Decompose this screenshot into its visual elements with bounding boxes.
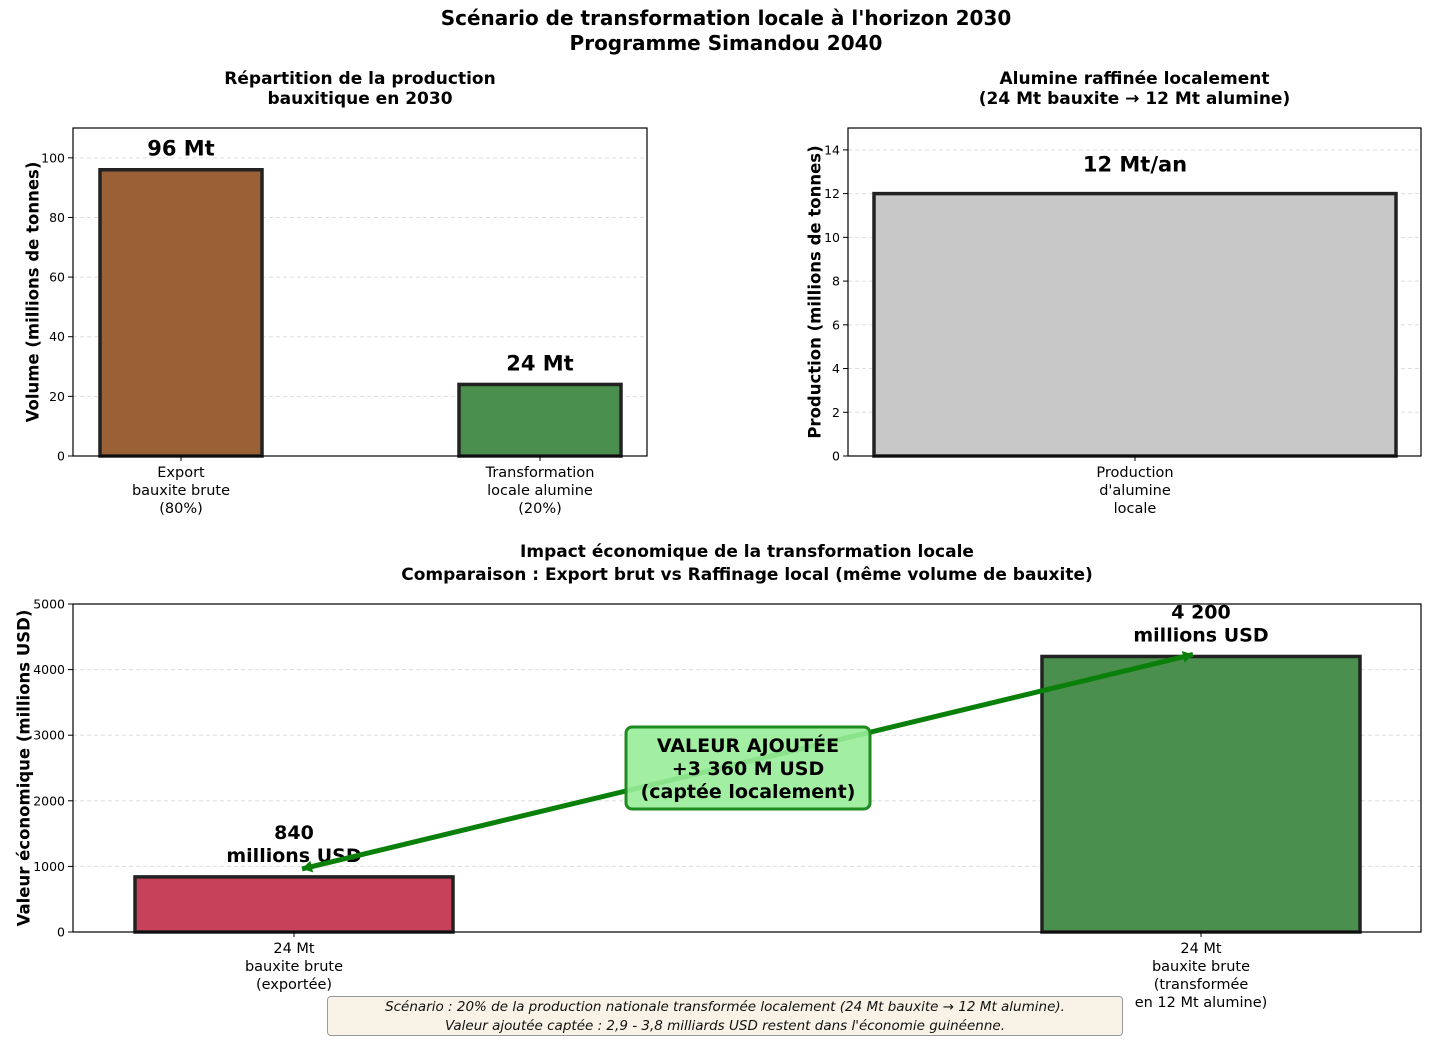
y-tick-label: 0 [832,449,840,464]
y-tick-label: 10 [824,230,840,245]
y-tick-label: 20 [49,389,65,404]
x-tick-label: bauxite brute [245,959,343,975]
arrow-head-icon [1181,650,1193,663]
x-tick-label: bauxite brute [132,483,230,499]
bar [457,382,623,458]
chart-title-line: Impact économique de la transformation l… [520,542,974,562]
figure-title-line2: Programme Simandou 2040 [570,31,883,55]
y-tick-label: 40 [49,329,65,344]
x-tick-label: Export [157,465,205,481]
y-tick-label: 4000 [33,662,65,677]
x-tick-label: en 12 Mt alumine) [1135,995,1268,1011]
y-tick-label: 100 [41,150,65,165]
x-tick-label: locale alumine [487,483,593,499]
y-axis-label: Production (millions de tonnes) [806,145,825,438]
x-tick-label: Transformation [485,465,595,481]
figure-title-line1: Scénario de transformation locale à l'ho… [441,6,1012,30]
x-tick-label: (20%) [518,501,562,517]
chart-title-line: Répartition de la production [224,69,495,89]
y-tick-label: 2000 [33,793,65,808]
footnote-line1: Scénario : 20% de la production national… [385,999,1065,1015]
y-tick-label: 0 [57,925,65,940]
data-label: millions USD [1133,624,1268,646]
x-tick-label: (exportée) [256,977,332,993]
data-label: 840 [274,822,314,844]
chart-title-line: Comparaison : Export brut vs Raffinage l… [401,565,1093,585]
x-tick-label: (transformée [1154,977,1249,993]
y-tick-label: 1000 [33,859,65,874]
data-label: 24 Mt [506,351,573,375]
scenario-footnote: Scénario : 20% de la production national… [327,996,1123,1036]
chart-title-line: bauxitique en 2030 [267,89,452,109]
chart-economic-impact: Impact économique de la transformation l… [15,542,1422,1011]
x-tick-label: locale [1114,501,1157,517]
bar [98,167,264,458]
data-label: millions USD [226,845,361,867]
x-tick-label: (80%) [159,501,203,517]
y-tick-label: 3000 [33,728,65,743]
chart-title-line: (24 Mt bauxite → 12 Mt alumine) [979,89,1290,109]
data-label: 12 Mt/an [1083,153,1187,177]
y-axis-label: Volume (millions de tonnes) [24,162,43,423]
chart-alumina: Alumine raffinée localement(24 Mt bauxit… [806,69,1422,517]
bar [1040,654,1362,934]
bar [872,191,1398,458]
axes-frame [72,127,648,457]
y-tick-label: 60 [49,270,65,285]
y-axis-label: Valeur économique (millions USD) [15,610,34,927]
value-added-text: +3 360 M USD [672,758,824,780]
arrow-head-icon [302,860,314,873]
y-tick-label: 80 [49,210,65,225]
y-tick-label: 4 [832,361,840,376]
x-tick-label: d'alumine [1099,483,1171,499]
x-tick-label: 24 Mt [273,941,315,957]
value-added-text: VALEUR AJOUTÉE [657,734,839,757]
bar [133,875,455,934]
y-tick-label: 12 [824,186,840,201]
axes-frame [72,603,1422,933]
y-tick-label: 14 [824,142,840,157]
data-label: 4 200 [1171,601,1231,623]
y-tick-label: 2 [832,405,840,420]
x-tick-label: 24 Mt [1180,941,1222,957]
y-tick-label: 8 [832,274,840,289]
y-tick-label: 5000 [33,597,65,612]
chart-title-line: Alumine raffinée localement [1000,69,1270,89]
data-label: 96 Mt [147,137,214,161]
value-added-text: (captée localement) [641,781,856,803]
x-tick-label: Production [1096,465,1173,481]
value-added-box [624,725,872,811]
x-tick-label: bauxite brute [1152,959,1250,975]
y-tick-label: 0 [57,449,65,464]
y-tick-label: 6 [832,317,840,332]
footnote-line2: Valeur ajoutée captée : 2,9 - 3,8 millia… [445,1018,1005,1034]
